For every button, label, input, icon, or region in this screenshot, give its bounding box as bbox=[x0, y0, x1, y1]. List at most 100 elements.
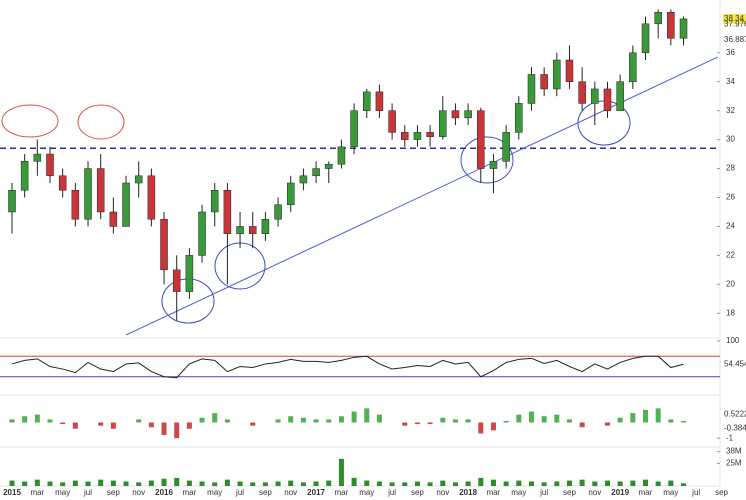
y-tick-label: 20 bbox=[726, 279, 735, 288]
bar bbox=[579, 422, 585, 428]
bar bbox=[541, 416, 547, 423]
candle-body bbox=[654, 11, 662, 25]
x-tick-label: 2019 bbox=[611, 488, 629, 497]
candle-body bbox=[109, 211, 118, 227]
bar bbox=[566, 419, 572, 423]
bar bbox=[490, 422, 496, 431]
bar bbox=[313, 419, 319, 423]
bar bbox=[148, 422, 154, 428]
candle-body bbox=[629, 52, 637, 82]
bar bbox=[123, 481, 129, 486]
bar bbox=[224, 419, 230, 423]
bar bbox=[364, 480, 370, 486]
bar bbox=[174, 422, 180, 439]
candle-body bbox=[464, 110, 472, 119]
bar bbox=[313, 481, 319, 486]
panel-borders bbox=[0, 0, 721, 487]
bar bbox=[98, 479, 104, 486]
y-tick-label: 100 bbox=[726, 336, 740, 345]
bar bbox=[452, 482, 458, 486]
bar bbox=[250, 422, 256, 426]
bar bbox=[452, 419, 458, 423]
bar bbox=[528, 481, 534, 486]
candle-body bbox=[502, 132, 510, 162]
bar bbox=[554, 481, 560, 486]
indicator-line bbox=[11, 355, 684, 379]
bar bbox=[326, 480, 332, 486]
candle-body bbox=[667, 11, 675, 39]
bar bbox=[465, 481, 471, 486]
candle-body bbox=[325, 163, 333, 169]
y-tick-label: 24 bbox=[726, 222, 735, 231]
bar bbox=[186, 480, 192, 486]
x-tick-label: 2016 bbox=[155, 488, 173, 497]
candle-body bbox=[591, 88, 599, 104]
bar bbox=[212, 413, 218, 423]
candle-body bbox=[185, 255, 194, 292]
x-tick-label: nov bbox=[588, 488, 601, 497]
value-label: 38.34 bbox=[724, 14, 745, 23]
bar bbox=[364, 408, 370, 423]
bar bbox=[338, 416, 344, 423]
candle-body bbox=[274, 204, 282, 220]
bar bbox=[440, 480, 446, 486]
bar bbox=[630, 480, 636, 486]
bar bbox=[668, 419, 674, 423]
bar bbox=[9, 419, 15, 423]
bar bbox=[490, 479, 496, 486]
bar bbox=[224, 479, 230, 486]
candle-body bbox=[286, 182, 295, 205]
x-tick-label: jul bbox=[691, 488, 700, 497]
bar bbox=[250, 482, 256, 486]
y-tick-label: 22 bbox=[726, 251, 735, 260]
bar bbox=[604, 480, 610, 486]
bar bbox=[300, 482, 306, 486]
bar bbox=[681, 420, 687, 423]
bar bbox=[34, 479, 40, 486]
candle-body bbox=[160, 218, 168, 271]
bar bbox=[161, 422, 167, 436]
candle-body bbox=[172, 269, 181, 292]
bar bbox=[288, 480, 294, 486]
x-tick-label: nov bbox=[284, 488, 297, 497]
bar bbox=[681, 483, 687, 486]
bar bbox=[440, 417, 446, 423]
x-tick-label: mar bbox=[487, 488, 501, 497]
candle-body bbox=[401, 132, 409, 140]
x-tick-label: may bbox=[511, 488, 526, 497]
y-tick-label: 36 bbox=[726, 48, 735, 57]
x-tick-label: may bbox=[55, 488, 70, 497]
y-tick-label: -1 bbox=[726, 433, 734, 442]
candle-body bbox=[439, 110, 447, 137]
candle-body bbox=[8, 190, 16, 213]
bar bbox=[516, 414, 522, 423]
y-tick-label: 18 bbox=[726, 308, 735, 317]
candle-body bbox=[84, 168, 92, 220]
value-label: 36.887 bbox=[724, 35, 746, 44]
bar bbox=[655, 481, 661, 486]
bar bbox=[110, 422, 116, 429]
candle-body bbox=[489, 161, 498, 169]
bar bbox=[47, 419, 53, 423]
candle-body bbox=[527, 74, 536, 104]
bar bbox=[300, 417, 306, 423]
bar bbox=[414, 481, 420, 486]
y-tick-label: 34 bbox=[726, 77, 735, 86]
bar bbox=[136, 419, 142, 423]
bar bbox=[262, 482, 268, 486]
bar bbox=[579, 479, 585, 486]
x-tick-label: 2015 bbox=[3, 488, 21, 497]
bar bbox=[237, 481, 243, 486]
bar bbox=[503, 481, 509, 486]
bar bbox=[554, 414, 560, 423]
bar bbox=[617, 481, 623, 486]
x-tick-label: sep bbox=[107, 488, 120, 497]
candle-body bbox=[134, 175, 143, 184]
bar bbox=[528, 411, 534, 423]
candle-body bbox=[299, 175, 308, 184]
y-tick-label: 25M bbox=[726, 458, 742, 467]
bar bbox=[275, 419, 281, 423]
bar bbox=[288, 416, 294, 423]
